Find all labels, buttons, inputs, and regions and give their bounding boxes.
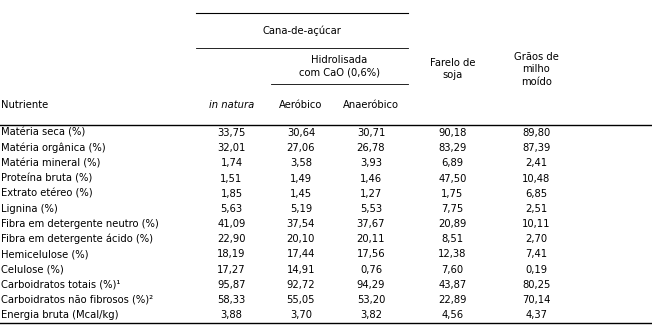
Text: 20,89: 20,89 [438, 219, 467, 229]
Text: 37,54: 37,54 [287, 219, 315, 229]
Text: 30,64: 30,64 [287, 128, 315, 138]
Text: 1,49: 1,49 [290, 174, 312, 183]
Text: 3,93: 3,93 [360, 158, 382, 168]
Text: Hidrolisada
com CaO (0,6%): Hidrolisada com CaO (0,6%) [299, 55, 379, 77]
Text: 14,91: 14,91 [287, 265, 315, 275]
Text: 2,41: 2,41 [526, 158, 547, 168]
Text: Extrato etéreo (%): Extrato etéreo (%) [1, 189, 93, 199]
Text: 1,74: 1,74 [220, 158, 243, 168]
Text: 87,39: 87,39 [522, 143, 550, 153]
Text: 4,37: 4,37 [526, 310, 547, 320]
Text: Anaeróbico: Anaeróbico [343, 100, 399, 110]
Text: 83,29: 83,29 [438, 143, 467, 153]
Text: Grãos de
milho
moído: Grãos de milho moído [514, 52, 559, 87]
Text: 0,19: 0,19 [526, 265, 547, 275]
Text: Matéria mineral (%): Matéria mineral (%) [1, 158, 100, 168]
Text: 1,85: 1,85 [220, 189, 243, 199]
Text: 80,25: 80,25 [522, 280, 550, 290]
Text: 53,20: 53,20 [357, 295, 385, 305]
Text: 94,29: 94,29 [357, 280, 385, 290]
Text: 26,78: 26,78 [357, 143, 385, 153]
Text: 33,75: 33,75 [217, 128, 246, 138]
Text: 3,58: 3,58 [290, 158, 312, 168]
Text: 47,50: 47,50 [438, 174, 467, 183]
Text: 17,56: 17,56 [357, 249, 385, 259]
Text: 37,67: 37,67 [357, 219, 385, 229]
Text: 1,27: 1,27 [360, 189, 382, 199]
Text: 18,19: 18,19 [217, 249, 246, 259]
Text: 0,76: 0,76 [360, 265, 382, 275]
Text: 3,82: 3,82 [360, 310, 382, 320]
Text: 20,10: 20,10 [287, 234, 315, 244]
Text: 7,60: 7,60 [441, 265, 464, 275]
Text: 3,88: 3,88 [220, 310, 243, 320]
Text: 12,38: 12,38 [438, 249, 467, 259]
Text: Matéria seca (%): Matéria seca (%) [1, 128, 85, 138]
Text: 30,71: 30,71 [357, 128, 385, 138]
Text: 90,18: 90,18 [438, 128, 467, 138]
Text: Proteína bruta (%): Proteína bruta (%) [1, 174, 93, 183]
Text: 20,11: 20,11 [357, 234, 385, 244]
Text: 17,27: 17,27 [217, 265, 246, 275]
Text: 89,80: 89,80 [522, 128, 550, 138]
Text: 43,87: 43,87 [438, 280, 467, 290]
Text: 1,46: 1,46 [360, 174, 382, 183]
Text: 3,70: 3,70 [290, 310, 312, 320]
Text: 1,45: 1,45 [290, 189, 312, 199]
Text: 5,19: 5,19 [289, 204, 312, 214]
Text: 10,11: 10,11 [522, 219, 550, 229]
Text: 8,51: 8,51 [441, 234, 464, 244]
Text: 27,06: 27,06 [287, 143, 315, 153]
Text: 10,48: 10,48 [522, 174, 550, 183]
Text: 5,53: 5,53 [360, 204, 382, 214]
Text: 55,05: 55,05 [287, 295, 315, 305]
Text: 32,01: 32,01 [217, 143, 246, 153]
Text: 1,51: 1,51 [220, 174, 243, 183]
Text: Fibra em detergente ácido (%): Fibra em detergente ácido (%) [1, 234, 153, 245]
Text: 6,89: 6,89 [441, 158, 464, 168]
Text: Fibra em detergente neutro (%): Fibra em detergente neutro (%) [1, 219, 159, 229]
Text: 4,56: 4,56 [441, 310, 464, 320]
Text: 1,75: 1,75 [441, 189, 464, 199]
Text: 17,44: 17,44 [287, 249, 315, 259]
Text: 22,89: 22,89 [438, 295, 467, 305]
Text: 70,14: 70,14 [522, 295, 550, 305]
Text: Energia bruta (Mcal/kg): Energia bruta (Mcal/kg) [1, 310, 119, 320]
Text: 6,85: 6,85 [526, 189, 547, 199]
Text: 5,63: 5,63 [220, 204, 243, 214]
Text: 22,90: 22,90 [217, 234, 246, 244]
Text: Celulose (%): Celulose (%) [1, 265, 64, 275]
Text: 2,70: 2,70 [526, 234, 547, 244]
Text: Hemicelulose (%): Hemicelulose (%) [1, 249, 89, 259]
Text: 92,72: 92,72 [287, 280, 315, 290]
Text: Nutriente: Nutriente [1, 100, 48, 110]
Text: in natura: in natura [209, 100, 254, 110]
Text: 95,87: 95,87 [217, 280, 246, 290]
Text: 41,09: 41,09 [217, 219, 246, 229]
Text: Cana-de-açúcar: Cana-de-açúcar [262, 25, 341, 36]
Text: Carboidratos não fibrosos (%)²: Carboidratos não fibrosos (%)² [1, 295, 153, 305]
Text: Carboidratos totais (%)¹: Carboidratos totais (%)¹ [1, 280, 121, 290]
Text: Matéria orgânica (%): Matéria orgânica (%) [1, 143, 106, 153]
Text: Aeróbico: Aeróbico [279, 100, 323, 110]
Text: 7,75: 7,75 [441, 204, 464, 214]
Text: Farelo de
soja: Farelo de soja [430, 58, 475, 81]
Text: 58,33: 58,33 [217, 295, 246, 305]
Text: 2,51: 2,51 [525, 204, 548, 214]
Text: 7,41: 7,41 [526, 249, 547, 259]
Text: Lignina (%): Lignina (%) [1, 204, 58, 214]
